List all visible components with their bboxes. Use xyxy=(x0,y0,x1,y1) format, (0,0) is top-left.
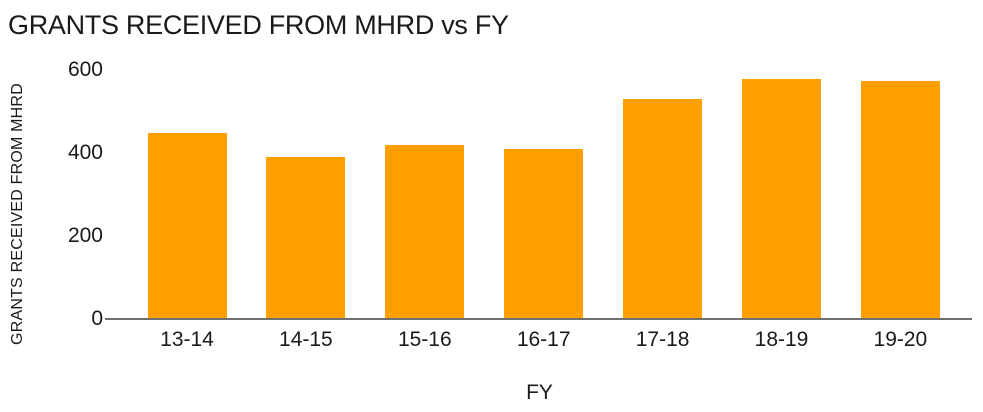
y-tick-label: 200 xyxy=(67,224,103,248)
x-tick-label: 19-20 xyxy=(873,328,928,351)
x-tick-label: 16-17 xyxy=(516,328,571,351)
y-tick-label: 400 xyxy=(67,141,103,165)
bar-13-14 xyxy=(147,132,227,319)
x-axis-title: FY xyxy=(526,381,553,404)
bar-19-20 xyxy=(860,80,940,319)
x-tick-label: 17-18 xyxy=(635,328,690,351)
bar-16-17 xyxy=(504,149,584,319)
x-tick-label: 13-14 xyxy=(160,328,214,351)
y-axis-title: GRANTS RECEIVED FROM MHRD xyxy=(9,83,26,345)
x-axis-line xyxy=(105,318,972,320)
x-tick-label: 18-19 xyxy=(754,328,809,351)
chart-title: GRANTS RECEIVED FROM MHRD vs FY xyxy=(8,10,509,40)
bar-15-16 xyxy=(385,144,465,319)
plot-area xyxy=(107,60,972,319)
x-tick-label: 14-15 xyxy=(279,328,333,351)
bar-17-18 xyxy=(623,99,703,319)
y-tick-label: 600 xyxy=(67,58,103,82)
bar-14-15 xyxy=(266,157,346,319)
y-tick-label: 0 xyxy=(91,307,103,330)
x-tick-label: 15-16 xyxy=(397,328,452,351)
bar-18-19 xyxy=(742,78,821,319)
